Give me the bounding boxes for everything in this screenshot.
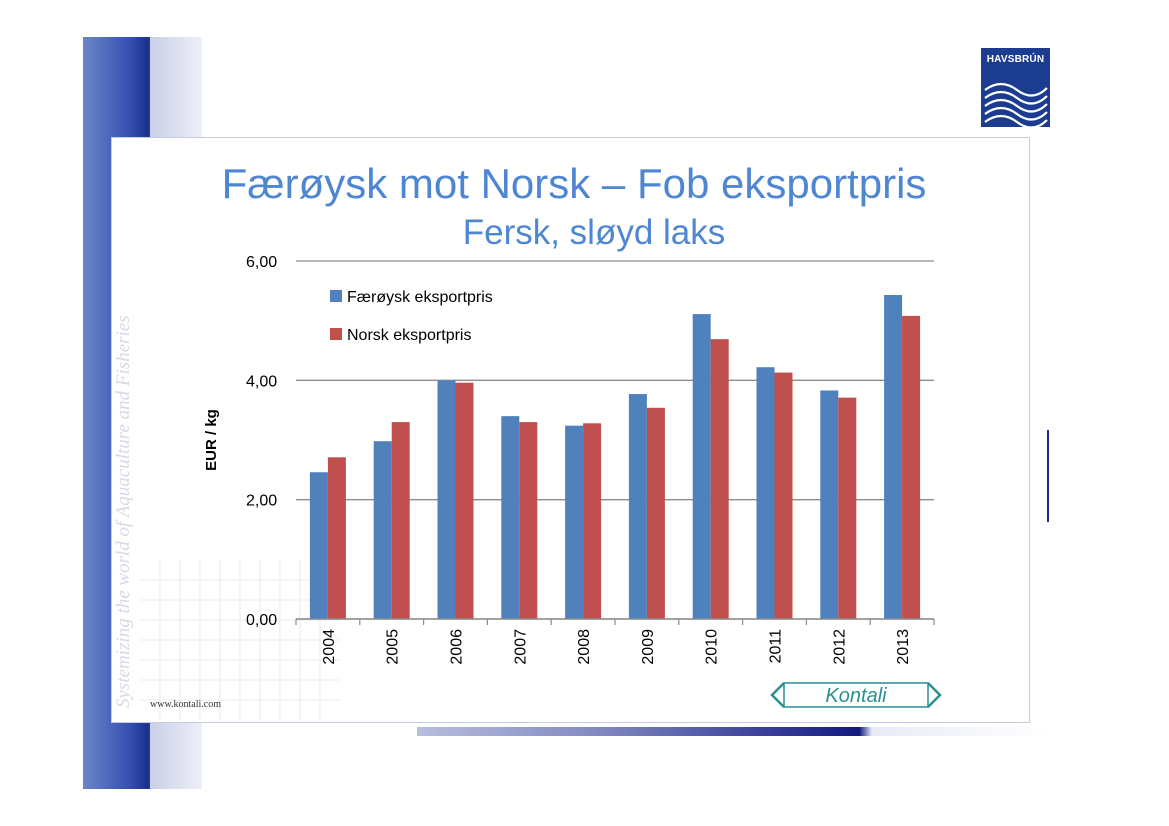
x-tick-label: 2004 [321,629,338,665]
x-tick-label: 2013 [895,629,912,665]
bar-faroese [437,380,456,619]
bar-faroese [373,441,392,619]
bar-norwegian [774,372,793,619]
kontali-logo: Kontali [770,682,942,708]
x-tick-label: 2011 [768,629,785,664]
bar-norwegian [455,382,474,619]
y-tick-label: 0,00 [246,612,277,629]
y-tick-label: 6,00 [246,254,277,271]
havsbrun-logo: HAVSBRÚN [981,48,1050,127]
bar-norwegian [327,457,346,619]
bar-norwegian [902,315,921,619]
y-axis-label: EUR / kg [203,409,220,471]
x-tick-label: 2005 [385,629,402,665]
bar-norwegian [391,422,410,619]
x-tick-label: 2012 [831,629,848,665]
x-tick-label: 2007 [512,629,529,665]
y-tick-label: 4,00 [246,373,277,390]
x-tick-label: 2010 [704,629,721,665]
x-tick-label: 2009 [640,629,657,665]
bar-faroese [884,295,903,619]
x-tick-label: 2006 [449,629,466,665]
bar-faroese [501,416,520,619]
kontali-url: www.kontali.com [150,699,222,710]
bar-norwegian [646,407,665,619]
bar-faroese [628,394,647,619]
slide-title: Færøysk mot Norsk – Fob eksportpris [221,160,927,207]
x-tick-label: 2008 [576,629,593,665]
legend-swatch [330,290,342,302]
bar-norwegian [519,422,538,619]
bar-norwegian [583,423,602,619]
bar-faroese [309,472,328,619]
bottom-decorative-bar [417,727,1049,736]
y-tick-label: 2,00 [246,493,277,510]
legend-label: Norsk eksportpris [347,327,471,344]
bar-faroese [820,390,839,619]
decorative-grid [140,560,340,720]
bar-norwegian [710,339,729,619]
bar-faroese [692,314,711,619]
legend-label: Færøysk eksportpris [347,289,493,306]
wave-icon [984,82,1048,127]
bar-norwegian [838,397,857,619]
legend-swatch [330,328,342,340]
bar-faroese [565,425,584,619]
right-decorative-line [1047,430,1049,522]
logo-text: HAVSBRÚN [986,54,1045,65]
svg-text:Kontali: Kontali [825,685,887,707]
bar-faroese [756,367,775,619]
slide-subtitle: Fersk, sløyd laks [462,213,726,252]
